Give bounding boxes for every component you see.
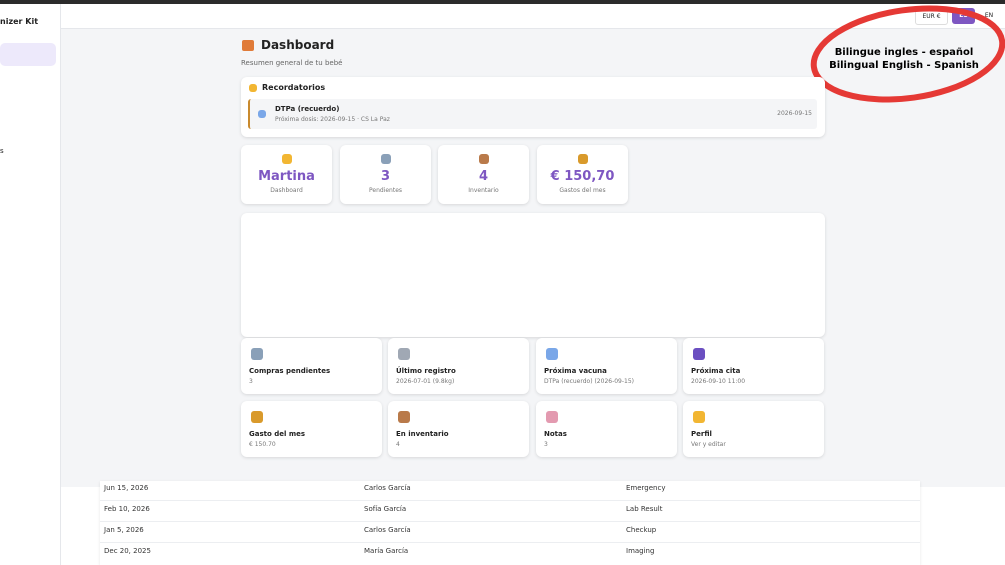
top-bar bbox=[0, 0, 1005, 4]
stat-icon bbox=[578, 154, 588, 164]
card-title: En inventario bbox=[396, 430, 449, 438]
stat-value: Martina bbox=[258, 169, 315, 184]
table-cell: Dec 20, 2025 bbox=[104, 547, 151, 555]
table-cell: Jun 15, 2026 bbox=[104, 484, 149, 492]
reminder[interactable] bbox=[248, 99, 817, 129]
card-detail: € 150.70 bbox=[249, 441, 276, 448]
card-icon bbox=[693, 348, 705, 360]
stat-label: Inventario bbox=[468, 187, 499, 194]
card-detail: 3 bbox=[544, 441, 548, 448]
nav-card[interactable]: En inventario 4 bbox=[388, 401, 529, 457]
card-icon bbox=[693, 411, 705, 423]
active-nav[interactable] bbox=[0, 43, 56, 66]
stat-label: Dashboard bbox=[270, 187, 303, 194]
page-subtitle: Resumen general de tu bebé bbox=[241, 59, 343, 67]
table-cell: Feb 10, 2026 bbox=[104, 505, 150, 513]
card-title: Último registro bbox=[396, 367, 456, 375]
stat-value: € 150,70 bbox=[550, 169, 615, 184]
annotation-circle bbox=[810, 5, 1005, 103]
table-cell: Emergency bbox=[626, 484, 666, 492]
nav-card[interactable]: Próxima cita 2026-09-10 11:00 bbox=[683, 338, 824, 394]
table-cell: Checkup bbox=[626, 526, 657, 534]
card-title: Notas bbox=[544, 430, 567, 438]
bell-icon bbox=[249, 84, 257, 92]
table-cell: Imaging bbox=[626, 547, 655, 555]
row-divider bbox=[100, 500, 920, 501]
annotation-line: Bilingue ingles - español bbox=[835, 47, 974, 58]
card-detail: 2026-07-01 (9.8kg) bbox=[396, 378, 455, 385]
syringe-icon bbox=[258, 110, 266, 118]
card-icon bbox=[398, 411, 410, 423]
stat-value: 4 bbox=[478, 169, 489, 184]
nav-card[interactable]: Perfil Ver y editar bbox=[683, 401, 824, 457]
stat-value: 3 bbox=[380, 169, 391, 184]
reminders-title: Recordatorios bbox=[262, 83, 326, 92]
nav-item[interactable]: s bbox=[0, 147, 4, 155]
card-title: Compras pendientes bbox=[249, 367, 331, 375]
chart-card bbox=[241, 213, 825, 337]
table-cell: Jan 5, 2026 bbox=[104, 526, 144, 534]
reminder-name: DTPa (recuerdo) bbox=[275, 105, 340, 113]
card-icon bbox=[251, 348, 263, 360]
table: Jun 15, 2026 Carlos García Emergency Feb 10… bbox=[100, 481, 920, 565]
stat-icon bbox=[479, 154, 489, 164]
reminder-detail: Próxima dosis: 2026-09-15 · CS La Paz bbox=[275, 116, 390, 123]
row-divider bbox=[100, 521, 920, 522]
stat-card: 3 Pendientes bbox=[340, 145, 431, 204]
card-icon bbox=[251, 411, 263, 423]
table-cell: Carlos García bbox=[364, 526, 411, 534]
stat-label: Gastos del mes bbox=[559, 187, 606, 194]
house-icon bbox=[242, 40, 254, 51]
stat-card: € 150,70 Gastos del mes bbox=[537, 145, 628, 204]
sidebar: nizer Kit s bbox=[0, 4, 61, 565]
stat-icon bbox=[381, 154, 391, 164]
card-title: Próxima cita bbox=[691, 367, 741, 375]
card-detail: 3 bbox=[249, 378, 253, 385]
card-icon bbox=[546, 348, 558, 360]
card-detail: 2026-09-10 11:00 bbox=[691, 378, 746, 385]
row-divider bbox=[100, 542, 920, 543]
card-icon bbox=[398, 348, 410, 360]
nav-card[interactable]: Compras pendientes 3 bbox=[241, 338, 382, 394]
lang-en[interactable]: EN bbox=[984, 12, 994, 19]
stat-card: 4 Inventario bbox=[438, 145, 529, 204]
stat-icon bbox=[282, 154, 292, 164]
table-cell: Lab Result bbox=[626, 505, 663, 513]
page-title: Dashboard bbox=[261, 38, 335, 52]
table-cell: María García bbox=[364, 547, 409, 555]
card-detail: DTPa (recuerdo) (2026-09-15) bbox=[544, 378, 635, 385]
table-cell: Sofía García bbox=[364, 505, 407, 513]
card-title: Gasto del mes bbox=[249, 430, 306, 438]
stat-label: Pendientes bbox=[368, 187, 403, 194]
brand: nizer Kit bbox=[0, 17, 39, 26]
card-detail: Ver y editar bbox=[691, 441, 726, 448]
nav-card[interactable]: Próxima vacuna DTPa (recuerdo) (2026-09-1… bbox=[536, 338, 677, 394]
card-title: Próxima vacuna bbox=[544, 367, 607, 375]
nav-card[interactable]: Último registro 2026-07-01 (9.8kg) bbox=[388, 338, 529, 394]
nav-card[interactable]: Gasto del mes € 150.70 bbox=[241, 401, 382, 457]
reminder-date: 2026-09-15 bbox=[777, 110, 812, 117]
card-title: Perfil bbox=[691, 430, 712, 438]
card-icon bbox=[546, 411, 558, 423]
nav-card[interactable]: Notas 3 bbox=[536, 401, 677, 457]
annotation-line: Bilingual English - Spanish bbox=[829, 60, 979, 71]
stat-card: Martina Dashboard bbox=[241, 145, 332, 204]
card-detail: 4 bbox=[396, 441, 400, 448]
table-cell: Carlos García bbox=[364, 484, 411, 492]
